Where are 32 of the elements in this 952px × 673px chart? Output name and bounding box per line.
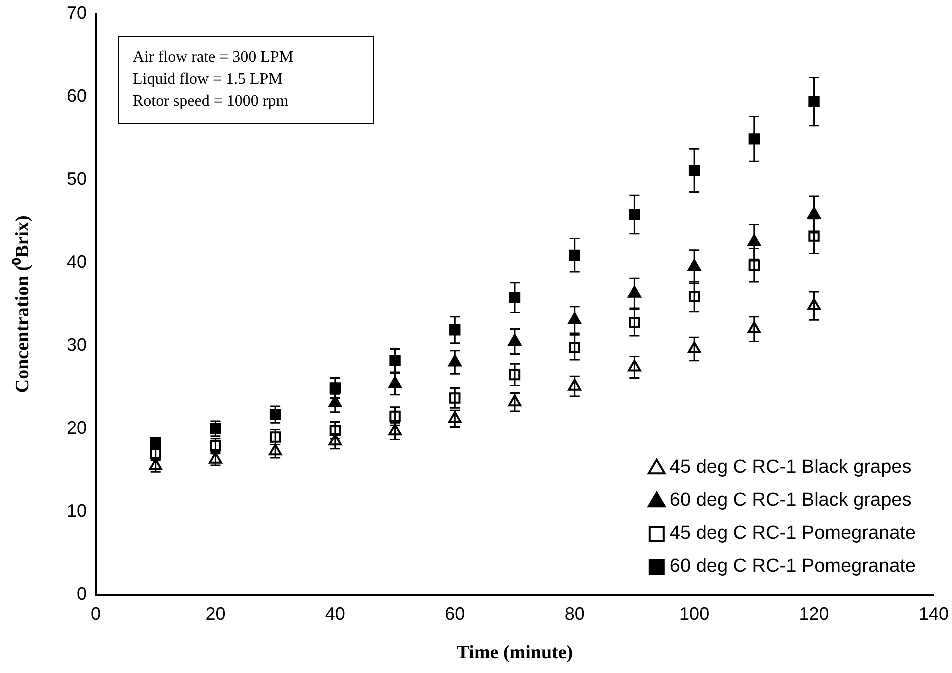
y-tick-label: 50 xyxy=(66,168,87,189)
annotation: Rotor speed = 1000 rpm xyxy=(133,92,290,112)
x-tick-label: 80 xyxy=(564,604,585,624)
note-box: Air flow rate = 300 LPM Liquid flow = 1.5 LPM Rotor speed = 1000 rpm xyxy=(118,36,374,124)
legend-label: 60 deg C RC-1 Black grapes xyxy=(670,490,912,512)
x-tick-label: 0 xyxy=(90,604,102,624)
annotation: Liquid flow = 1.5 LPM xyxy=(133,70,284,90)
legend-label: 45 deg C RC-1 Pomegranate xyxy=(670,523,916,544)
y-tick-label: 60 xyxy=(66,86,87,106)
y-tick-label: 10 xyxy=(66,500,87,521)
legend-label: 45 deg C RC-1 Black grapes xyxy=(670,457,912,478)
x-tick-label: 40 xyxy=(325,604,346,624)
x-tick-label: 120 xyxy=(799,604,830,624)
point xyxy=(808,96,820,108)
x-axis-title: Time (minute) xyxy=(456,642,574,664)
y-tick-label: 0 xyxy=(76,584,87,604)
point xyxy=(390,355,401,366)
point xyxy=(748,134,760,145)
legend-label: 60 deg C RC-1 Pomegranate xyxy=(670,556,916,578)
x-tick-label: 20 xyxy=(206,604,226,624)
y-axis-title: Concentration (⁰Brix) xyxy=(11,216,34,394)
x-tick-label: 100 xyxy=(680,604,710,624)
y-tick-label: 40 xyxy=(66,252,87,272)
y-tick-label: 20 xyxy=(66,418,87,438)
point xyxy=(509,292,521,304)
y-tick-label: 70 xyxy=(66,2,87,23)
y-tick-label: 30 xyxy=(66,334,87,355)
annotation: Air flow rate = 300 LPM xyxy=(133,48,295,68)
point xyxy=(629,209,640,220)
x-tick-label: 60 xyxy=(445,604,466,624)
point xyxy=(688,165,700,176)
x-tick-label: 140 xyxy=(918,604,950,624)
